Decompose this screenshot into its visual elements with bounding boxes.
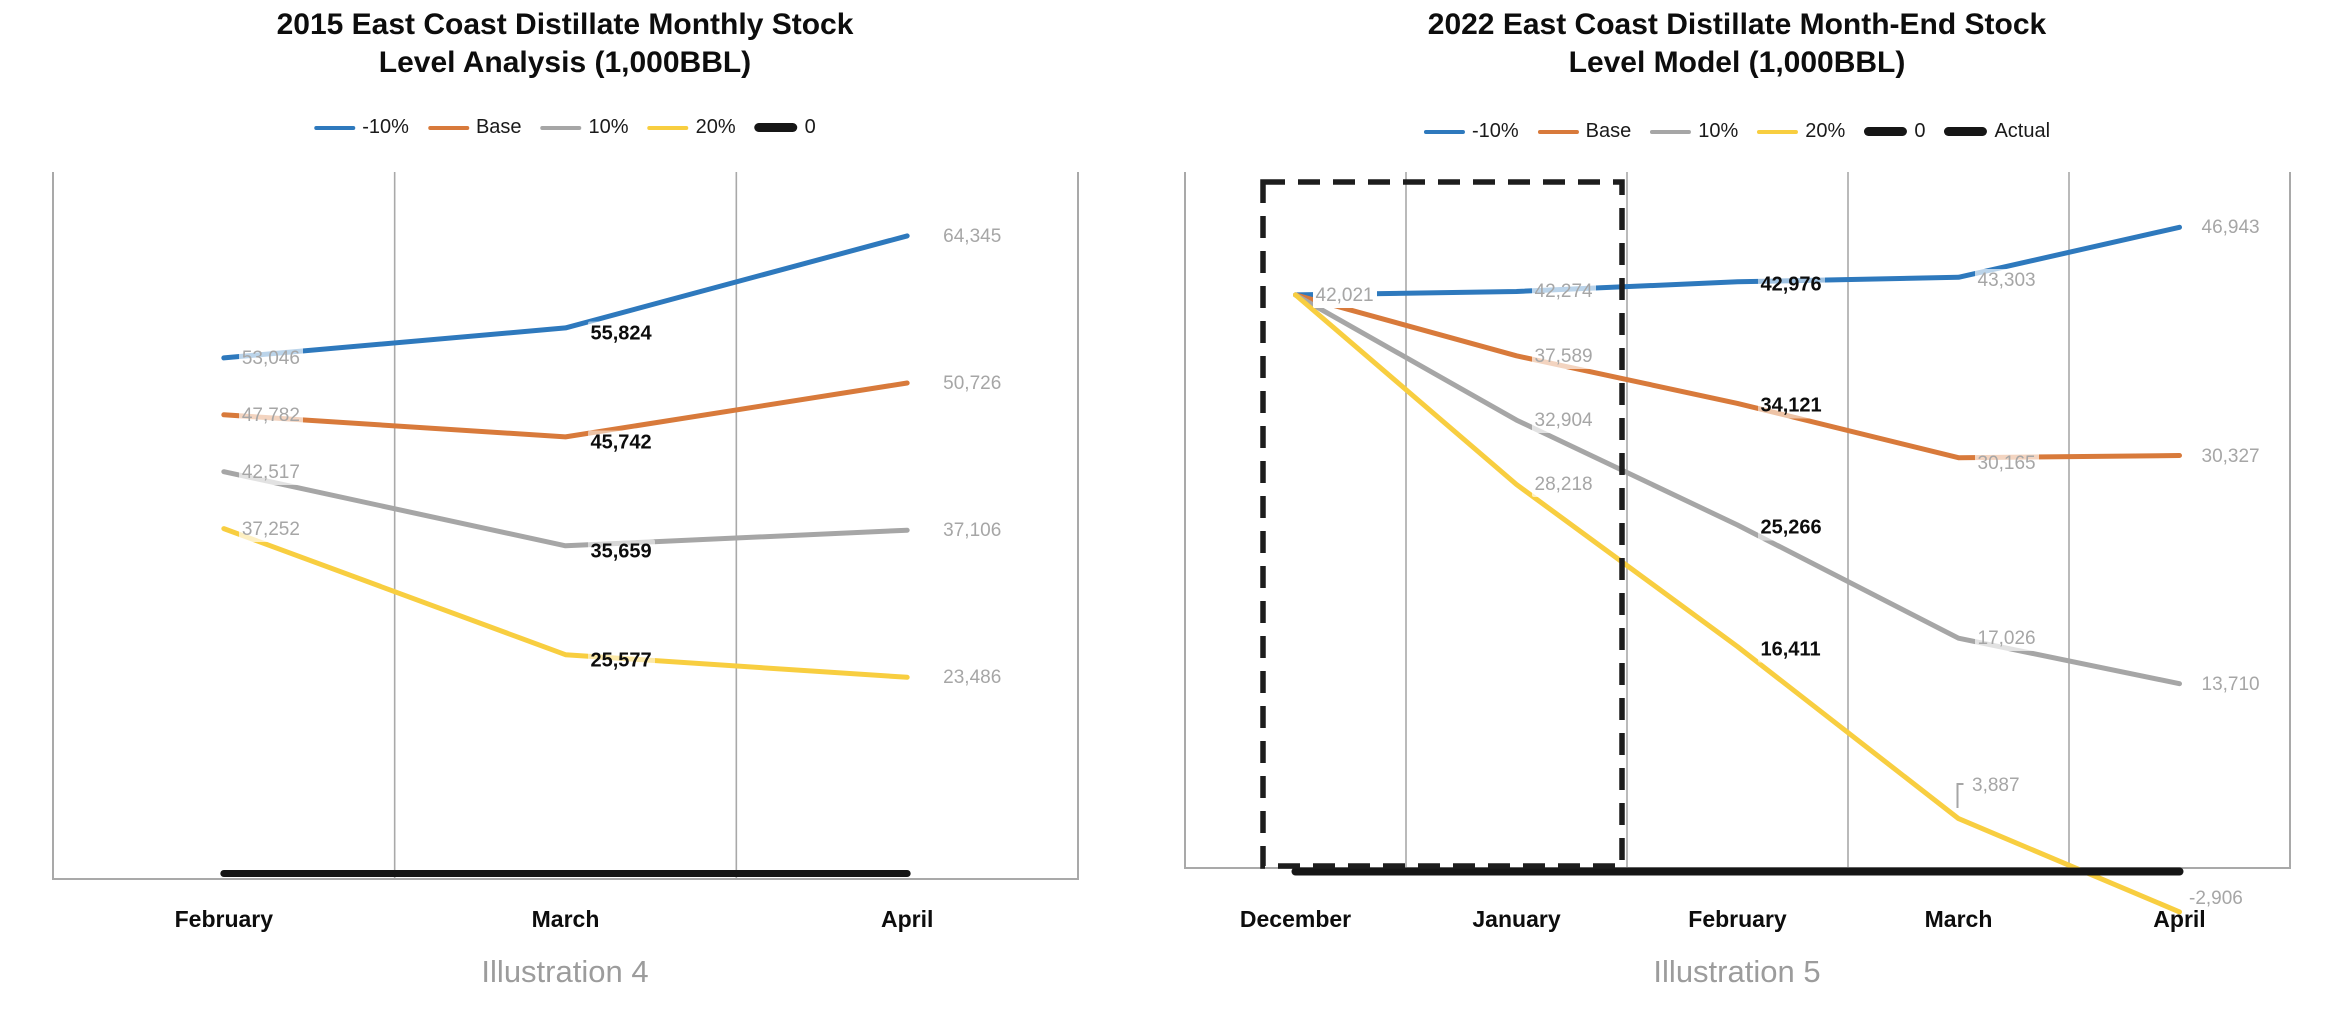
legend-label: Actual: [1994, 120, 2051, 142]
data-label-10%-March: 35,659: [587, 539, 655, 565]
legend-item-20%: 20%: [1757, 120, 1845, 143]
x-axis-label-January: January: [1472, 906, 1561, 932]
plot-frame: [52, 172, 1079, 880]
legend-label: Base: [475, 116, 522, 138]
legend-swatch-icon: [1864, 127, 1908, 136]
chart-title-line2: Level Model (1,000BBL): [1568, 46, 1906, 79]
data-label-20%-February: 16,411: [1757, 637, 1824, 663]
data-label--10%-February: 53,046: [238, 346, 303, 371]
data-label--10%-February: 42,976: [1757, 272, 1825, 298]
legend-item-10%: 10%: [540, 116, 629, 139]
data-label-10%-January: 32,904: [1531, 409, 1596, 434]
chart-title-line1: 2015 East Coast Distillate Monthly Stock: [276, 8, 854, 41]
data-label-10%-April: 13,710: [2198, 672, 2263, 697]
data-label-20%-March: 3,887: [1969, 774, 2023, 798]
x-axis-label-March: March: [1924, 906, 1993, 932]
chart-title-2022: 2022 East Coast Distillate Month-End Sto…: [1428, 6, 2046, 82]
data-label-20%-April: -2,906: [2186, 887, 2246, 911]
legend-swatch-icon: [1650, 129, 1692, 134]
plot-frame: [1184, 172, 2291, 869]
legend-swatch-icon: [1537, 129, 1579, 134]
series-line-20%: [221, 526, 910, 680]
series-line-Base: [221, 380, 910, 440]
legend-item--10%: -10%: [1423, 120, 1519, 143]
label-leader-line: [1956, 783, 1964, 808]
series-line--10%: [1293, 224, 2182, 298]
data-label--10%-January: 42,274: [1531, 280, 1596, 305]
data-label-20%-March: 25,577: [587, 648, 655, 674]
chart-title-2015: 2015 East Coast Distillate Monthly Stock…: [277, 6, 854, 82]
legend-label: 10%: [588, 116, 629, 138]
legend-item-20%: 20%: [647, 116, 736, 139]
legend-swatch-icon: [314, 125, 356, 130]
data-label--10%-March: 43,303: [1974, 269, 2039, 294]
x-axis-label-December: December: [1239, 906, 1352, 932]
chart-title-line2: Level Analysis (1,000BBL): [378, 46, 752, 79]
x-axis-label-March: March: [531, 906, 600, 932]
data-label-Base-March: 45,742: [587, 430, 655, 456]
data-label-20%-December: 42,021: [1312, 283, 1377, 308]
legend-item-0: 0: [1864, 120, 1925, 143]
legend-2015: -10% Base 10% 20% 0: [314, 116, 816, 139]
series-line-Base: [1293, 292, 2182, 461]
legend-swatch-icon: [427, 125, 469, 130]
chart-title-line1: 2022 East Coast Distillate Month-End Sto…: [1427, 8, 2047, 41]
x-axis-label-February: February: [1688, 906, 1787, 932]
data-label-Base-January: 37,589: [1531, 344, 1596, 369]
x-axis-label-April: April: [2153, 906, 2206, 932]
caption-illustration-4: Illustration 4: [481, 954, 649, 989]
data-label--10%-April: 46,943: [2198, 216, 2263, 241]
legend-swatch-icon: [754, 123, 798, 132]
legend-label: 20%: [1805, 120, 1846, 142]
x-axis-label-April: April: [880, 906, 934, 932]
legend-label: 20%: [695, 116, 736, 138]
legend-item-Base: Base: [427, 116, 522, 139]
legend-swatch-icon: [647, 125, 689, 130]
data-label--10%-March: 55,824: [587, 321, 655, 347]
data-label-10%-February: 25,266: [1757, 515, 1825, 541]
data-label-20%-April: 23,486: [940, 666, 1005, 691]
x-axis-label-February: February: [174, 906, 274, 932]
data-label-20%-February: 37,252: [238, 517, 303, 542]
data-label-10%-February: 42,517: [238, 460, 303, 485]
legend-label: -10%: [1471, 120, 1519, 142]
legend-swatch-icon: [1757, 129, 1799, 134]
legend-item-10%: 10%: [1650, 120, 1738, 143]
legend-label: 0: [804, 116, 816, 138]
legend-item-Actual: Actual: [1944, 120, 2050, 143]
legend-label: 0: [1914, 120, 1926, 142]
caption-illustration-5: Illustration 5: [1653, 954, 1821, 989]
legend-label: 10%: [1698, 120, 1739, 142]
highlight-dashed-box: [1260, 179, 1625, 869]
legend-2022: -10% Base 10% 20% 0 Actual: [1423, 120, 2050, 143]
legend-item--10%: -10%: [314, 116, 409, 139]
data-label-Base-April: 30,327: [2198, 444, 2263, 469]
data-label-Base-February: 34,121: [1757, 393, 1825, 419]
data-label--10%-April: 64,345: [940, 224, 1005, 249]
data-label-Base-February: 47,782: [238, 403, 303, 428]
data-label-10%-April: 37,106: [940, 519, 1005, 544]
legend-item-Base: Base: [1537, 120, 1632, 143]
legend-item-0: 0: [754, 116, 816, 139]
legend-swatch-icon: [1423, 129, 1465, 134]
data-label-Base-March: 30,165: [1974, 451, 2039, 476]
legend-swatch-icon: [1944, 127, 1988, 136]
series-line-10%: [1293, 292, 2182, 687]
legend-label: Base: [1585, 120, 1632, 142]
data-label-10%-March: 17,026: [1974, 627, 2039, 652]
legend-swatch-icon: [540, 125, 582, 130]
series-line-20%: [1293, 292, 2182, 915]
legend-label: -10%: [362, 116, 409, 138]
data-label-Base-April: 50,726: [940, 372, 1005, 396]
series-line-10%: [221, 469, 910, 549]
data-label-20%-January: 28,218: [1531, 473, 1596, 498]
series-line--10%: [221, 233, 910, 361]
